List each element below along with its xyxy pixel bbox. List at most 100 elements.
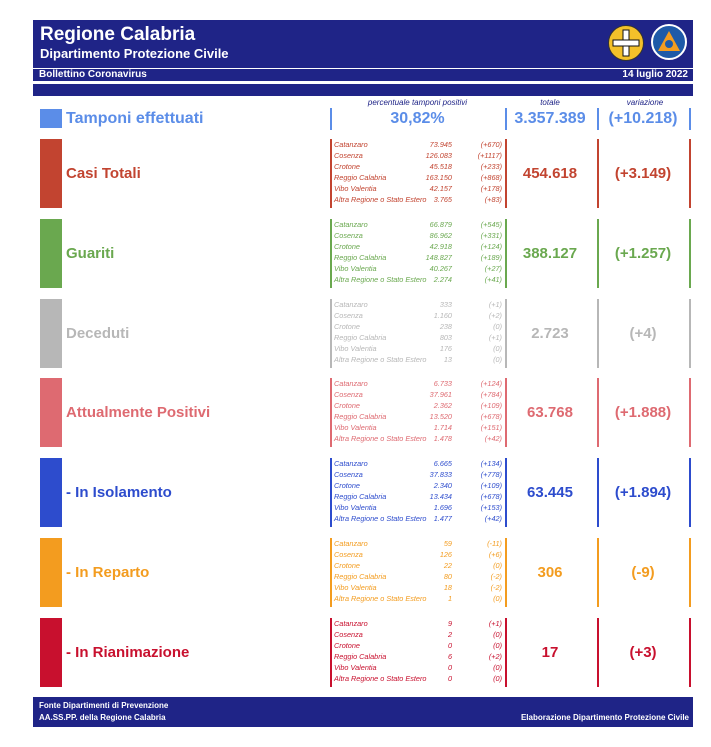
province-delta: (+124)	[480, 242, 502, 251]
province-delta: (0)	[493, 355, 502, 364]
province-value: 42.918	[429, 242, 452, 251]
province-name: Crotone	[334, 641, 360, 650]
province-name: Catanzaro	[334, 619, 368, 628]
province-delta: (+134)	[480, 459, 502, 468]
province-name: Cosenza	[334, 311, 363, 320]
province-name: Vibo Valentia	[334, 184, 377, 193]
province-value: 176	[439, 344, 452, 353]
province-value: 42.157	[429, 184, 452, 193]
province-delta: (+2)	[488, 311, 502, 320]
header-banner: Regione Calabria Dipartimento Protezione…	[33, 20, 693, 68]
province-value: 1	[447, 594, 452, 603]
province-row: Altra Regione o Stato Estero 3.765 (+83)	[334, 195, 502, 206]
section-divider	[689, 378, 691, 447]
province-row: Altra Regione o Stato Estero 1.478 (+42)	[334, 434, 502, 445]
province-row: Cosenza 1.160 (+2)	[334, 311, 502, 322]
region-title: Regione Calabria	[40, 24, 196, 45]
section-label: - In Isolamento	[66, 483, 172, 501]
province-delta: (+1)	[488, 300, 502, 309]
province-name: Catanzaro	[334, 220, 368, 229]
province-value: 1.477	[433, 514, 452, 523]
province-value: 2	[447, 630, 452, 639]
province-delta: (+784)	[480, 390, 502, 399]
section-divider	[505, 458, 507, 527]
province-delta: (0)	[493, 674, 502, 683]
province-value: 1.714	[433, 423, 452, 432]
tamponi-divider	[505, 108, 507, 130]
section-divider	[330, 458, 332, 527]
province-delta: (+153)	[480, 503, 502, 512]
province-delta: (+678)	[480, 412, 502, 421]
province-row: Cosenza 86.962 (+331)	[334, 231, 502, 242]
province-value: 1.696	[433, 503, 452, 512]
province-name: Cosenza	[334, 390, 363, 399]
province-value: 37.961	[429, 390, 452, 399]
section-change: (+1.257)	[614, 244, 672, 262]
province-delta: (0)	[493, 322, 502, 331]
province-delta: (+1)	[488, 619, 502, 628]
province-value: 0	[447, 674, 452, 683]
province-value: 37.833	[429, 470, 452, 479]
section-change: (+1.888)	[614, 403, 672, 421]
province-name: Vibo Valentia	[334, 344, 377, 353]
province-row: Vibo Valentia 1.714 (+151)	[334, 423, 502, 434]
province-value: 13.434	[429, 492, 452, 501]
province-value: 1.160	[433, 311, 452, 320]
section-label: Deceduti	[66, 324, 130, 342]
section-total: 17	[541, 643, 559, 661]
section-color-swatch	[40, 139, 62, 208]
province-row: Cosenza 37.961 (+784)	[334, 390, 502, 401]
province-value: 59	[443, 539, 452, 548]
section-divider	[689, 299, 691, 368]
section-divider	[330, 299, 332, 368]
footer-bar: Fonte Dipartimenti di Prevenzione AA.SS.…	[33, 697, 693, 727]
province-delta: (+178)	[480, 184, 502, 193]
section-total: 2.723	[531, 324, 569, 342]
tamponi-change: (+10.218)	[608, 110, 678, 127]
province-row: Catanzaro 66.879 (+545)	[334, 220, 502, 231]
province-row: Altra Regione o Stato Estero 1 (0)	[334, 594, 502, 605]
section-color-swatch	[40, 458, 62, 527]
bulletin-bar: Bollettino Coronavirus 14 luglio 2022	[33, 69, 693, 81]
province-delta: (+41)	[484, 275, 502, 284]
province-row: Crotone 42.918 (+124)	[334, 242, 502, 253]
tamponi-percent: 30,82%	[390, 110, 445, 127]
province-name: Altra Regione o Stato Estero	[334, 674, 427, 683]
province-row: Reggio Calabria 13.434 (+678)	[334, 492, 502, 503]
tamponi-divider	[689, 108, 691, 130]
section-label: Casi Totali	[66, 164, 141, 182]
province-value: 6.665	[433, 459, 452, 468]
section-label: Guariti	[66, 244, 115, 262]
section-divider	[505, 538, 507, 607]
province-delta: (+778)	[480, 470, 502, 479]
footer-source-line1: Fonte Dipartimenti di Prevenzione	[39, 701, 169, 710]
province-name: Altra Regione o Stato Estero	[334, 355, 427, 364]
section-change: (+1.894)	[614, 483, 672, 501]
province-name: Catanzaro	[334, 539, 368, 548]
province-value: 126.083	[425, 151, 452, 160]
province-name: Crotone	[334, 322, 360, 331]
tamponi-total: 3.357.389	[514, 110, 586, 127]
province-name: Cosenza	[334, 630, 363, 639]
province-name: Altra Regione o Stato Estero	[334, 514, 427, 523]
province-row: Altra Regione o Stato Estero 0 (0)	[334, 674, 502, 685]
province-delta: (+124)	[480, 379, 502, 388]
province-value: 2.274	[433, 275, 452, 284]
province-name: Cosenza	[334, 151, 363, 160]
province-value: 9	[447, 619, 452, 628]
province-delta: (+42)	[484, 434, 502, 443]
province-value: 163.150	[425, 173, 452, 182]
province-name: Vibo Valentia	[334, 503, 377, 512]
province-name: Reggio Calabria	[334, 412, 387, 421]
section-divider	[597, 618, 599, 687]
province-name: Reggio Calabria	[334, 173, 387, 182]
section-divider	[597, 458, 599, 527]
section-divider	[597, 219, 599, 288]
section-divider	[330, 538, 332, 607]
section-color-swatch	[40, 538, 62, 607]
province-delta: (-2)	[490, 572, 502, 581]
section-label: Attualmente Positivi	[66, 403, 211, 421]
tamponi-divider	[597, 108, 599, 130]
province-row: Crotone 2.362 (+109)	[334, 401, 502, 412]
province-delta: (+27)	[484, 264, 502, 273]
